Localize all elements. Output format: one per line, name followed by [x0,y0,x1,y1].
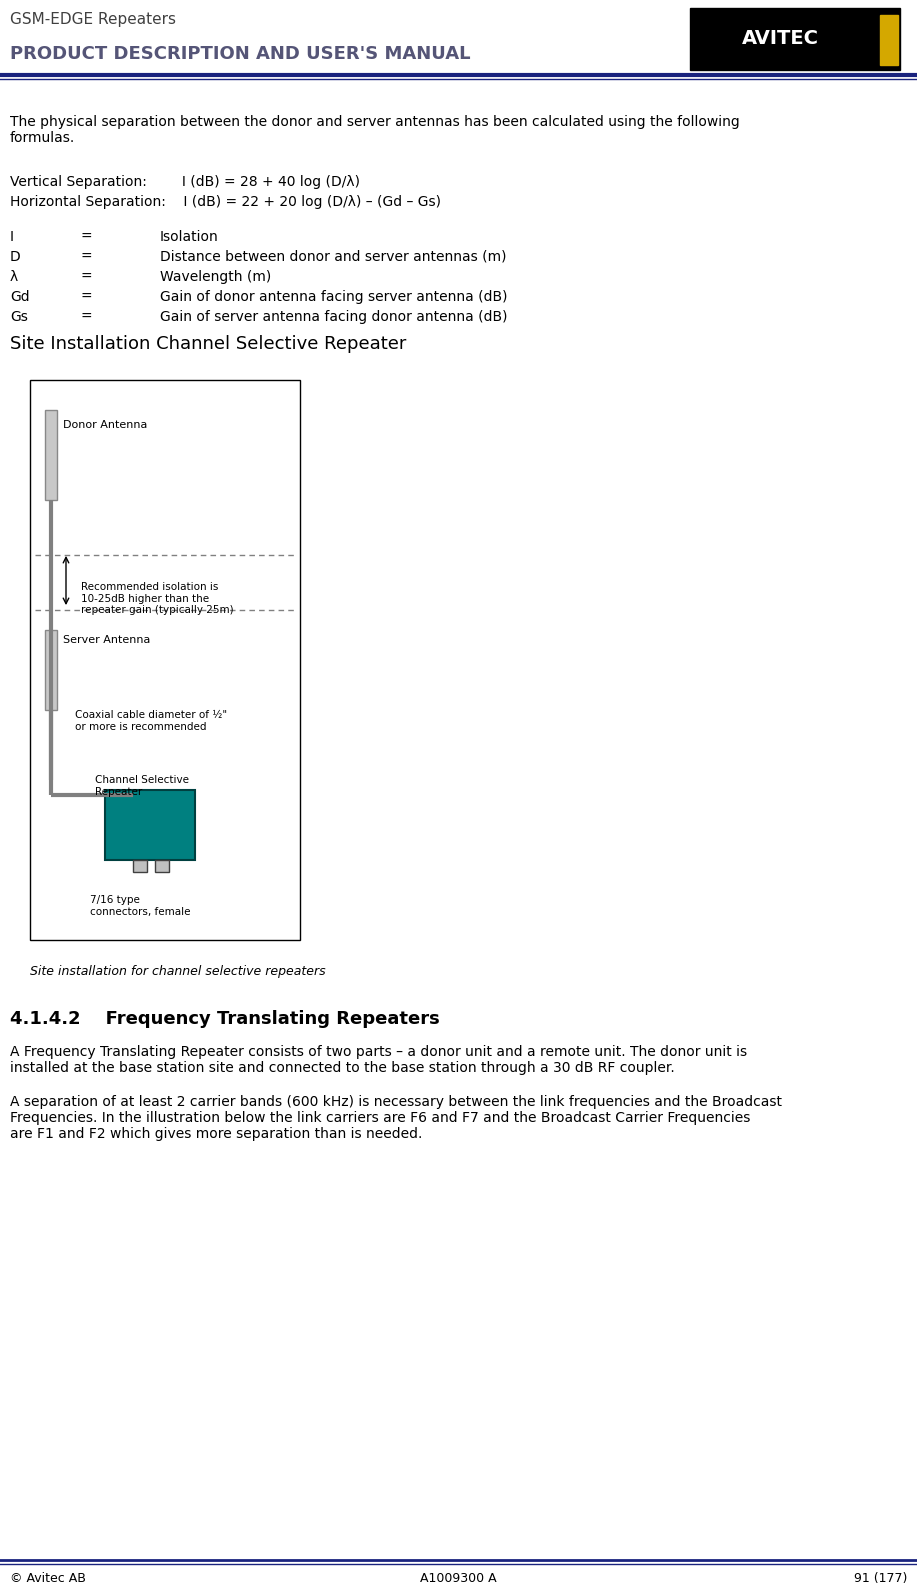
Text: A Frequency Translating Repeater consists of two parts – a donor unit and a remo: A Frequency Translating Repeater consist… [10,1046,747,1076]
Text: Horizontal Separation:    I (dB) = 22 + 20 log (D/λ) – (Gd – Gs): Horizontal Separation: I (dB) = 22 + 20 … [10,195,441,210]
Text: AVITEC: AVITEC [742,29,819,48]
Text: Donor Antenna: Donor Antenna [63,419,148,431]
Bar [690,8,900,70]
Text: Vertical Separation:        I (dB) = 28 + 40 log (D/λ): Vertical Separation: I (dB) = 28 + 40 lo… [10,175,360,189]
Text: Gain of donor antenna facing server antenna (dB): Gain of donor antenna facing server ante… [160,291,507,303]
Text: A1009300 A: A1009300 A [420,1572,496,1584]
Bar [45,410,57,501]
Text: Gd: Gd [10,291,29,303]
Text: © Avitec AB: © Avitec AB [10,1572,86,1584]
Bar [155,860,169,872]
Text: 7/16 type
connectors, female: 7/16 type connectors, female [90,895,191,917]
Bar [45,629,57,710]
Bar [105,790,195,860]
Text: Coaxial cable diameter of ½"
or more is recommended: Coaxial cable diameter of ½" or more is … [75,710,227,731]
Text: =: = [80,291,92,303]
Text: Isolation: Isolation [160,230,219,245]
Bar [133,860,147,872]
Text: Gain of server antenna facing donor antenna (dB): Gain of server antenna facing donor ante… [160,310,507,324]
Text: 91 (177): 91 (177) [854,1572,907,1584]
Text: PRODUCT DESCRIPTION AND USER'S MANUAL: PRODUCT DESCRIPTION AND USER'S MANUAL [10,44,470,64]
Text: 4.1.4.2    Frequency Translating Repeaters: 4.1.4.2 Frequency Translating Repeaters [10,1011,440,1028]
Text: =: = [80,249,92,264]
Text: Site installation for channel selective repeaters: Site installation for channel selective … [30,965,326,977]
Text: =: = [80,230,92,245]
Text: λ: λ [10,270,18,284]
Bar [880,14,898,65]
Text: Site Installation Channel Selective Repeater: Site Installation Channel Selective Repe… [10,335,406,353]
Text: GSM-EDGE Repeaters: GSM-EDGE Repeaters [10,13,176,27]
Text: Distance between donor and server antennas (m): Distance between donor and server antenn… [160,249,506,264]
Text: Wavelength (m): Wavelength (m) [160,270,271,284]
Text: The physical separation between the donor and server antennas has been calculate: The physical separation between the dono… [10,114,740,145]
Text: Recommended isolation is
10-25dB higher than the
repeater gain (typically 25m): Recommended isolation is 10-25dB higher … [81,582,234,615]
Text: Gs: Gs [10,310,28,324]
Text: =: = [80,270,92,284]
Text: Server Antenna: Server Antenna [63,636,150,645]
Text: D: D [10,249,21,264]
Bar [30,380,300,941]
Text: I: I [10,230,14,245]
Text: Channel Selective
Repeater: Channel Selective Repeater [95,775,189,796]
Text: =: = [80,310,92,324]
Text: A separation of at least 2 carrier bands (600 kHz) is necessary between the link: A separation of at least 2 carrier bands… [10,1095,782,1141]
